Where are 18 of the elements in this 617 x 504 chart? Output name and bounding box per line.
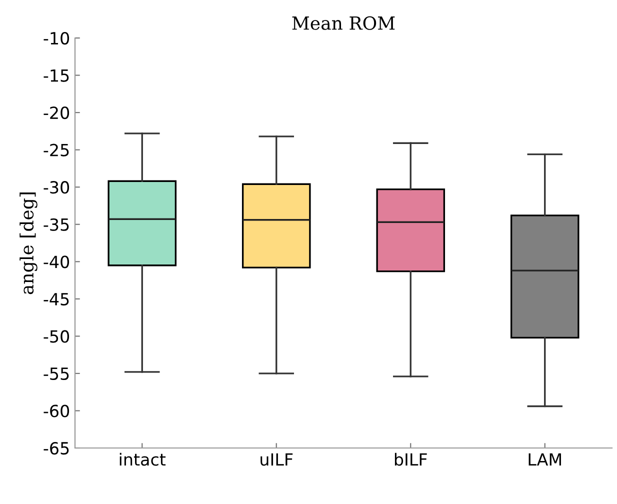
y-tick-label: -45	[44, 293, 69, 306]
y-tick-label: -20	[44, 106, 70, 120]
chart-title: Mean ROM	[292, 16, 395, 30]
y-tick-label: -35	[44, 218, 69, 231]
y-tick-label: -65	[44, 442, 69, 455]
x-tick-label: LAM	[528, 453, 561, 466]
x-tick-label: intact	[120, 452, 166, 466]
y-tick-label: -30	[44, 181, 70, 194]
y-tick-label: -50	[44, 330, 70, 343]
x-tick-label: bILF	[394, 452, 427, 466]
y-tick-label: -55	[44, 368, 69, 380]
x-tick-label: uILF	[260, 453, 293, 466]
y-tick-label: -10	[44, 32, 70, 45]
y-tick-label: -25	[44, 144, 69, 156]
y-tick-label: -15	[44, 69, 69, 82]
y-tick-label: -40	[44, 256, 70, 268]
y-tick-label: -60	[44, 404, 70, 418]
y-axis-title: angle [deg]	[20, 192, 38, 294]
